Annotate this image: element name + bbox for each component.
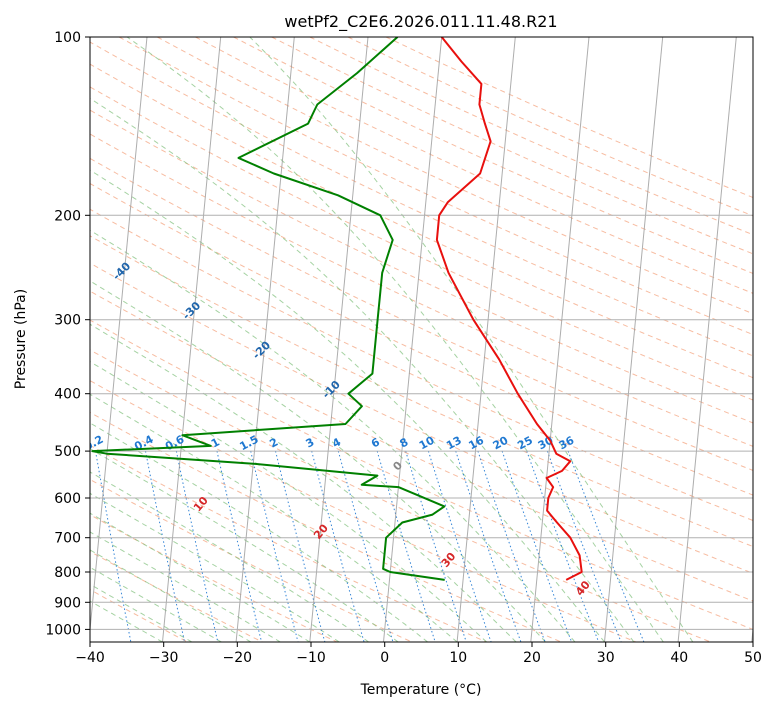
x-tick-label: 50 — [744, 650, 762, 666]
y-tick-label: 800 — [54, 565, 81, 581]
mixing-ratio-line — [477, 450, 546, 642]
isotherm-line — [235, 37, 295, 642]
x-tick-label: 40 — [670, 650, 688, 666]
mixing-ratio-line — [216, 450, 263, 642]
moist-adiabat-line — [90, 566, 222, 642]
dry-adiabat-line — [90, 380, 636, 642]
isotherm-line — [383, 37, 443, 642]
dry-adiabat-line — [90, 182, 753, 496]
mixing-ratio-line — [250, 450, 299, 642]
dry-adiabat-line — [90, 319, 753, 630]
mixing-ratio-label: 16 — [466, 434, 486, 453]
dry-adiabat-line — [90, 411, 562, 642]
isotherm-line — [530, 37, 590, 642]
y-tick-label: 700 — [54, 531, 81, 547]
pressure-gridlines — [90, 37, 753, 630]
isotherm-line — [90, 37, 148, 635]
mixing-ratio-label: 36 — [557, 434, 577, 453]
mixing-ratio-line — [427, 450, 492, 642]
x-tick-label: 0 — [380, 650, 389, 666]
moist-adiabat-line — [249, 37, 694, 642]
mixing-ratio-line — [455, 450, 522, 642]
isotherm-line — [604, 37, 664, 642]
chart-title: wetPf2_C2E6.2026.011.11.48.R21 — [284, 12, 557, 32]
plot-area — [90, 37, 753, 642]
moist-adiabat-line — [90, 471, 369, 642]
x-tick-label: −20 — [223, 650, 253, 666]
moist-adiabat-line — [90, 583, 193, 642]
moist-adiabat-line — [90, 97, 635, 642]
isotherms — [90, 37, 753, 642]
x-tick-label: −10 — [296, 650, 326, 666]
x-tick-label: 20 — [523, 650, 541, 666]
mixing-ratio-line — [405, 450, 467, 642]
x-axis: −40 −30 −20 −10 0 10 20 30 40 50 — [75, 642, 762, 666]
dewpoint-profile-line — [91, 37, 446, 581]
moist-adiabat-line — [90, 448, 399, 642]
mixing-ratio-line — [311, 450, 365, 642]
y-tick-label: 100 — [54, 30, 81, 46]
moist-adiabat-line — [90, 361, 487, 642]
x-tick-label: −30 — [149, 650, 179, 666]
y-tick-label: 500 — [54, 444, 81, 460]
mixing-ratio-line — [376, 450, 436, 642]
isotherm-line — [309, 37, 369, 642]
x-tick-label: 10 — [449, 650, 467, 666]
dry-adiabat-line — [90, 41, 753, 357]
y-tick-label: 300 — [54, 313, 81, 329]
dry-adiabat-line — [157, 37, 753, 315]
y-tick-label: 600 — [54, 491, 81, 507]
isotherm-line — [677, 37, 737, 642]
mixing-ratio-label: 30 — [536, 434, 556, 453]
moist-adiabat-line — [90, 169, 605, 642]
y-tick-label: 200 — [54, 208, 81, 224]
mixing-ratio-line — [546, 450, 622, 642]
mixing-ratio-label: 20 — [491, 434, 511, 453]
temperature-profile-line — [435, 37, 583, 581]
mixing-ratio-label: 13 — [444, 434, 464, 453]
x-axis-label: Temperature (°C) — [360, 682, 482, 698]
isotherm-line — [162, 37, 222, 642]
sounding-profiles — [91, 37, 583, 581]
moist-adiabat-line — [90, 229, 576, 642]
mixing-ratio-label: 10 — [417, 434, 437, 453]
y-axis-label: Pressure (hPa) — [13, 289, 29, 389]
mixing-ratio-label: 25 — [515, 434, 535, 453]
plot-frame — [89, 36, 754, 643]
y-axis: 1000 900 800 700 600 500 400 300 200 100 — [45, 30, 90, 638]
dry-adiabat-line — [90, 349, 711, 642]
y-tick-label: 900 — [54, 595, 81, 611]
dry-adiabat-line — [90, 235, 753, 548]
mixing-ratio-line — [337, 450, 394, 642]
mixing-ratio-line — [175, 451, 219, 642]
dry-adiabat-line — [90, 157, 753, 471]
moist-adiabat-line — [90, 549, 252, 642]
y-tick-label: 1000 — [45, 622, 81, 638]
mixing-ratio-line — [526, 450, 600, 642]
x-tick-label: −40 — [75, 650, 105, 666]
dry-adiabat-line — [90, 133, 753, 447]
mixing-ratio-line — [275, 450, 326, 642]
y-tick-label: 400 — [54, 387, 81, 403]
moist-adiabat-line — [90, 393, 458, 642]
x-tick-label: 30 — [597, 650, 615, 666]
mixing-ratio-line — [145, 451, 186, 642]
dry-adiabat-line — [90, 109, 753, 424]
dry-adiabat-line — [118, 37, 753, 336]
moist-adiabat-line — [90, 323, 517, 642]
dry-adiabat-line — [90, 290, 753, 602]
